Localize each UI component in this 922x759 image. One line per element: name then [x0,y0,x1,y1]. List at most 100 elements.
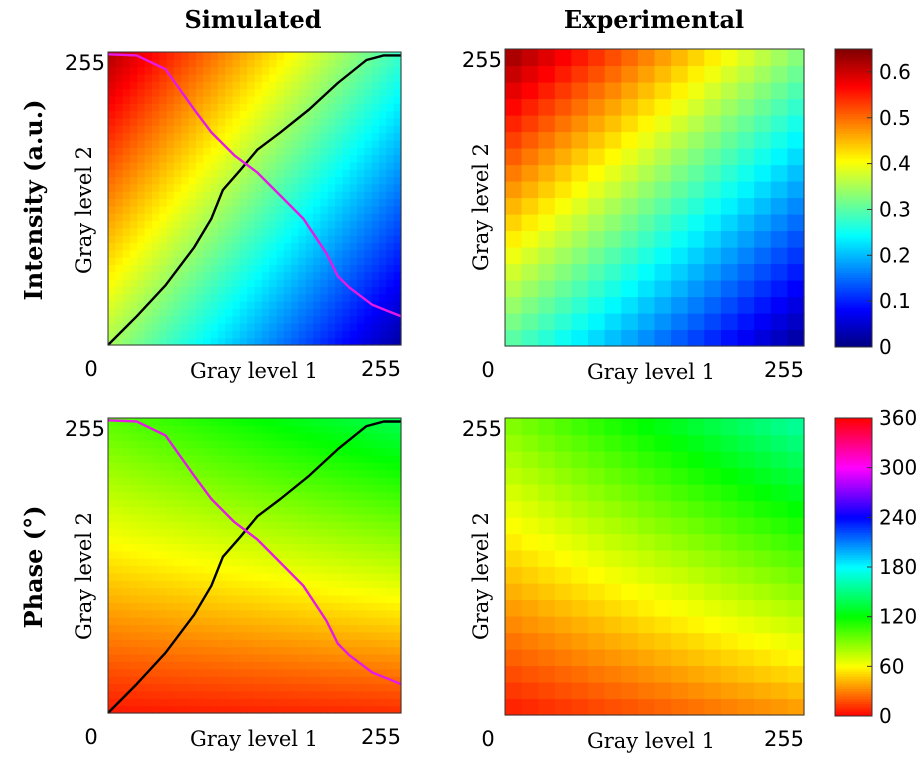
heatmap-cell [137,484,146,493]
heatmap-cell [173,110,182,119]
heatmap-cell [298,521,307,530]
heatmap-cell [505,665,523,683]
colorbar-segment [835,160,872,164]
heatmap-cell [151,95,160,104]
heatmap-cell [166,132,175,141]
heatmap-cell [787,214,805,232]
heatmap-cell [225,418,234,426]
heatmap-cell [320,491,329,500]
heatmap-cell [232,609,241,618]
heatmap-cell [720,418,739,436]
heatmap-cell [151,110,160,119]
heatmap-cell [232,506,241,515]
heatmap-cell [621,329,639,347]
heatmap-cell [188,477,197,485]
heatmap-cell [379,536,387,544]
heatmap-cell [687,280,705,298]
heatmap-cell [342,565,351,574]
heatmap-cell [327,147,336,156]
heatmap-cell [379,103,387,112]
heatmap-cell [269,198,278,207]
heatmap-cell [188,484,197,493]
heatmap-cell [247,103,256,112]
heatmap-cell [166,242,175,251]
heatmap-cell [283,286,292,295]
heatmap-cell [621,467,639,485]
heatmap-cell [254,191,263,200]
heatmap-cell [737,247,755,265]
heatmap-cell [720,247,739,265]
heatmap-cell [357,52,365,60]
heatmap-cell [357,81,365,90]
heatmap-cell [195,59,204,68]
heatmap-cell [704,698,722,716]
colorbar-segment [835,594,872,598]
heatmap-cell [637,616,656,634]
heatmap-cell [151,617,160,626]
heatmap-cell [210,125,219,134]
heatmap-cell [298,183,307,192]
heatmap-cell [737,214,755,232]
heatmap-cell [232,462,241,471]
heatmap-cell [166,661,175,670]
heatmap-cell [137,513,146,522]
heatmap-cell [173,52,182,60]
heatmap-cell [269,257,278,266]
heatmap-cell [195,690,204,699]
heatmap-cell [671,434,689,452]
heatmap-cell [379,323,387,331]
heatmap-cell [386,646,395,655]
heatmap-cell [327,513,336,522]
heatmap-cell [195,676,204,685]
heatmap-cell [342,293,351,302]
heatmap-cell [371,506,380,515]
colorbar-segment [835,210,872,214]
heatmap-cell [538,214,556,232]
heatmap-cell [115,73,124,82]
heatmap-cell [269,95,278,104]
heatmap-cell [144,264,153,273]
heatmap-cell [621,98,639,116]
heatmap-cell [151,103,160,112]
heatmap-cell [538,49,556,67]
heatmap-cell [393,59,402,68]
heatmap-cell [671,148,689,166]
heatmap-cell [327,205,336,214]
heatmap-cell [621,49,639,67]
heatmap-cell [203,705,212,714]
heatmap-cell [379,676,387,685]
heatmap-cell [115,536,124,544]
heatmap-cell [151,117,160,126]
heatmap-cell [276,330,285,339]
heatmap-cell [217,183,226,192]
heatmap-cell [166,257,175,266]
heatmap-cell [386,205,395,214]
heatmap-cell [225,565,234,574]
heatmap-cell [342,676,351,685]
heatmap-cell [349,425,358,434]
heatmap-cell [349,513,358,522]
heatmap-cell [538,500,556,518]
heatmap-cell [144,565,153,574]
heatmap-cell [159,418,168,426]
heatmap-cell [239,454,248,463]
heatmap-cell [129,198,138,207]
heatmap-cell [166,477,175,485]
heatmap-cell [122,235,131,244]
heatmap-cell [122,315,131,324]
heatmap-cell [247,264,256,273]
heatmap-cell [269,161,278,170]
heatmap-cell [173,580,182,589]
colorbar-segment [835,66,872,70]
heatmap-cell [137,683,146,692]
heatmap-cell [291,66,300,75]
heatmap-cell [188,198,197,207]
heatmap-cell [137,447,146,456]
heatmap-cell [291,661,300,670]
heatmap-cell [379,117,387,126]
heatmap-cell [122,432,131,441]
heatmap-cell [305,286,314,295]
heatmap-cell [159,580,168,589]
heatmap-cell [195,176,204,185]
heatmap-cell [239,147,248,156]
